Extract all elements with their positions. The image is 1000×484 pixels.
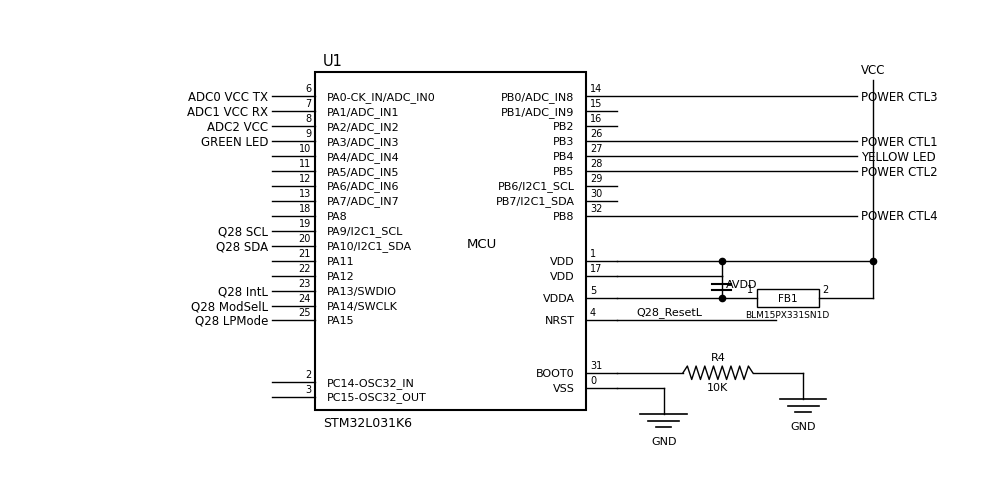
Text: 26: 26: [590, 129, 602, 139]
Text: 20: 20: [299, 233, 311, 243]
Text: GND: GND: [790, 421, 816, 431]
Text: ADC2 VCC: ADC2 VCC: [207, 121, 268, 134]
Text: 16: 16: [590, 114, 602, 124]
Text: PA13/SWDIO: PA13/SWDIO: [326, 286, 396, 296]
Text: GREEN LED: GREEN LED: [201, 136, 268, 149]
Text: 0: 0: [590, 375, 596, 385]
Text: VCC: VCC: [861, 64, 885, 77]
Text: 10K: 10K: [707, 382, 728, 393]
Text: 9: 9: [305, 129, 311, 139]
Text: POWER CTL1: POWER CTL1: [861, 136, 938, 149]
Text: 8: 8: [305, 114, 311, 124]
Text: 28: 28: [590, 159, 602, 169]
Text: U1: U1: [323, 54, 342, 69]
Text: PA5/ADC_IN5: PA5/ADC_IN5: [326, 166, 399, 177]
Text: 2: 2: [305, 369, 311, 379]
Text: 18: 18: [299, 203, 311, 213]
Text: NRST: NRST: [544, 316, 574, 326]
Text: PA1/ADC_IN1: PA1/ADC_IN1: [326, 106, 399, 118]
Text: Q28 SCL: Q28 SCL: [218, 225, 268, 238]
Text: Q28_ResetL: Q28_ResetL: [637, 307, 702, 318]
Text: 25: 25: [298, 308, 311, 318]
Text: 5: 5: [590, 286, 596, 295]
Text: 10: 10: [299, 144, 311, 154]
Text: PB2: PB2: [553, 122, 574, 132]
Text: AVDD: AVDD: [726, 280, 757, 290]
Text: 6: 6: [305, 84, 311, 94]
Text: PC14-OSC32_IN: PC14-OSC32_IN: [326, 377, 414, 388]
Text: BOOT0: BOOT0: [536, 368, 574, 378]
Text: GND: GND: [651, 436, 676, 446]
Text: PB6/I2C1_SCL: PB6/I2C1_SCL: [498, 181, 574, 192]
Text: 1: 1: [747, 285, 753, 295]
Text: PB7/I2C1_SDA: PB7/I2C1_SDA: [496, 196, 574, 207]
Text: VSS: VSS: [553, 383, 574, 393]
Text: 7: 7: [305, 99, 311, 109]
Text: PC15-OSC32_OUT: PC15-OSC32_OUT: [326, 392, 426, 403]
Text: Q28 SDA: Q28 SDA: [216, 240, 268, 253]
Bar: [757, 289, 819, 307]
Text: 11: 11: [299, 159, 311, 169]
Text: ADC1 VCC RX: ADC1 VCC RX: [187, 106, 268, 119]
Text: R4: R4: [710, 352, 725, 363]
Text: VDD: VDD: [550, 256, 574, 266]
Text: 30: 30: [590, 189, 602, 198]
Text: PB8: PB8: [553, 212, 574, 222]
Text: PB0/ADC_IN8: PB0/ADC_IN8: [501, 92, 574, 103]
Text: 23: 23: [299, 278, 311, 288]
Text: 21: 21: [299, 248, 311, 258]
Text: 32: 32: [590, 203, 602, 213]
Text: POWER CTL4: POWER CTL4: [861, 210, 938, 223]
Text: PA2/ADC_IN2: PA2/ADC_IN2: [326, 121, 399, 133]
Text: PA14/SWCLK: PA14/SWCLK: [326, 301, 397, 311]
Text: POWER CTL2: POWER CTL2: [861, 165, 938, 178]
Text: PA6/ADC_IN6: PA6/ADC_IN6: [326, 181, 399, 192]
Text: PA10/I2C1_SDA: PA10/I2C1_SDA: [326, 241, 412, 252]
Text: 14: 14: [590, 84, 602, 94]
Text: Q28 IntL: Q28 IntL: [218, 285, 268, 298]
Text: 19: 19: [299, 218, 311, 228]
Text: Q28 LPMode: Q28 LPMode: [195, 314, 268, 327]
Text: PA15: PA15: [326, 316, 354, 326]
Text: 17: 17: [590, 263, 602, 273]
Text: Q28 ModSelL: Q28 ModSelL: [191, 300, 268, 312]
Text: PA7/ADC_IN7: PA7/ADC_IN7: [326, 196, 399, 207]
Text: PB4: PB4: [553, 152, 574, 162]
Text: 24: 24: [299, 293, 311, 303]
Text: PB3: PB3: [553, 137, 574, 147]
Text: ADC0 VCC TX: ADC0 VCC TX: [188, 91, 268, 104]
Text: VDD: VDD: [550, 271, 574, 281]
Text: PB5: PB5: [553, 167, 574, 177]
Text: 2: 2: [822, 285, 829, 295]
Text: VDDA: VDDA: [542, 293, 574, 303]
Text: 15: 15: [590, 99, 602, 109]
Text: BLM15PX331SN1D: BLM15PX331SN1D: [746, 310, 830, 319]
Text: PA4/ADC_IN4: PA4/ADC_IN4: [326, 151, 399, 162]
Text: POWER CTL3: POWER CTL3: [861, 91, 938, 104]
Text: STM32L031K6: STM32L031K6: [323, 416, 412, 429]
Text: 3: 3: [305, 384, 311, 394]
Text: PA11: PA11: [326, 256, 354, 266]
Text: 29: 29: [590, 174, 602, 183]
Text: 31: 31: [590, 360, 602, 370]
Text: PB1/ADC_IN9: PB1/ADC_IN9: [501, 106, 574, 118]
Text: PA12: PA12: [326, 271, 354, 281]
Text: YELLOW LED: YELLOW LED: [861, 151, 936, 163]
Text: 1: 1: [590, 248, 596, 258]
Text: 4: 4: [590, 308, 596, 318]
Text: 22: 22: [298, 263, 311, 273]
Text: PA9/I2C1_SCL: PA9/I2C1_SCL: [326, 226, 403, 237]
Text: PA3/ADC_IN3: PA3/ADC_IN3: [326, 136, 399, 147]
Text: 12: 12: [299, 174, 311, 183]
Text: MCU: MCU: [466, 238, 497, 251]
Text: PA0-CK_IN/ADC_IN0: PA0-CK_IN/ADC_IN0: [326, 92, 435, 103]
Text: PA8: PA8: [326, 212, 347, 222]
Text: FB1: FB1: [778, 293, 797, 303]
Text: 13: 13: [299, 189, 311, 198]
Bar: [315, 73, 586, 410]
Text: 27: 27: [590, 144, 602, 154]
